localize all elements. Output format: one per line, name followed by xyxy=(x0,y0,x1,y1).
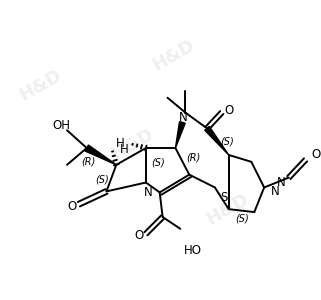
Text: (S): (S) xyxy=(151,158,165,168)
Text: S: S xyxy=(220,191,227,204)
Text: N: N xyxy=(271,185,280,198)
Text: O: O xyxy=(311,148,321,161)
Text: O: O xyxy=(224,104,233,117)
Text: H: H xyxy=(116,136,125,150)
Text: HO: HO xyxy=(184,244,202,257)
Text: (R): (R) xyxy=(186,153,200,163)
Text: (R): (R) xyxy=(82,157,96,167)
Text: H&D: H&D xyxy=(108,125,157,163)
Text: H&D: H&D xyxy=(204,190,252,228)
Text: (S): (S) xyxy=(96,175,109,184)
Text: H&D: H&D xyxy=(150,36,198,75)
Text: O: O xyxy=(67,200,77,213)
Polygon shape xyxy=(85,145,116,165)
Text: OH: OH xyxy=(52,119,70,132)
Polygon shape xyxy=(205,126,229,155)
Polygon shape xyxy=(176,122,185,148)
Text: (S): (S) xyxy=(236,214,249,224)
Text: (S): (S) xyxy=(220,136,234,146)
Text: O: O xyxy=(134,229,143,242)
Text: N: N xyxy=(179,111,188,124)
Text: H: H xyxy=(120,142,129,155)
Text: H&D: H&D xyxy=(17,66,65,104)
Text: N: N xyxy=(143,186,152,199)
Text: N: N xyxy=(277,176,286,189)
